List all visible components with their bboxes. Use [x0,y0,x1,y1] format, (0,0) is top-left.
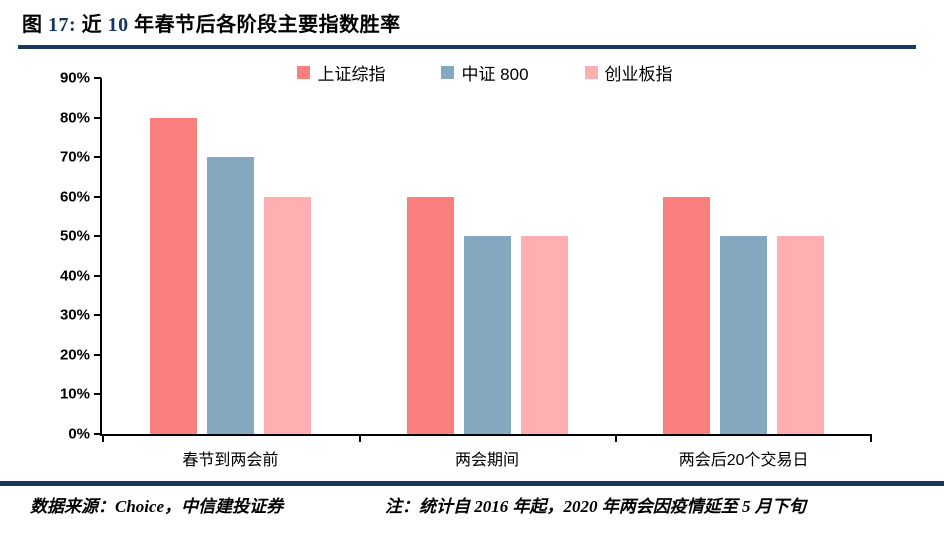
legend-label: 创业板指 [604,65,673,84]
bar-series2-cat1 [520,236,568,434]
y-axis-label: 70% [59,148,90,166]
legend-swatch-icon [441,66,455,79]
bar-series0-cat0 [149,117,197,434]
plot-area: 0% 10% 20% 30% 40% 50% 60% 70% 80% 90% 春节到两会前 两会期间 两… [60,70,872,469]
bar-series0-cat1 [406,196,454,434]
x-axis-tick [102,435,104,442]
y-axis-label: 20% [59,346,90,364]
bar-series0-cat2 [663,196,711,434]
y-axis-tick [94,274,101,277]
footnote-text: 注：统计自 2016 年起，2020 年两会因疫情延至 5 月下旬 [385,497,806,516]
y-axis-tick [94,77,101,79]
y-axis-tick [94,116,101,119]
title-text: 近 [76,14,108,36]
y-axis-label: 10% [59,385,90,403]
y-axis-label: 30% [59,306,90,324]
y-axis-label: 80% [59,109,90,127]
title-divider [18,45,916,49]
figure-title: 图 17: 近 10 年春节后各阶段主要指数胜率 [22,8,401,37]
y-axis-label: 90% [59,69,90,87]
figure-footer: 数据来源：Choice，中信建投证券 注：统计自 2016 年起，2020 年两… [0,492,944,522]
legend-swatch-icon [297,66,311,79]
x-axis-tick [615,435,618,442]
y-axis-tick [94,433,101,435]
legend-item-0: 上证综指 [297,60,385,85]
legend-item-1: 中证 800 [441,60,529,85]
y-axis-label: 40% [59,267,90,285]
x-axis-tick [358,435,361,442]
chart-legend: 上证综指 中证 800 创业板指 [100,60,870,85]
title-text: 图 [22,14,48,36]
bar-series1-cat1 [463,236,511,434]
y-axis-label: 0% [68,425,90,443]
y-axis-tick [94,393,101,396]
y-axis-label: 60% [59,188,90,206]
title-number: 17: [48,14,77,36]
y-axis-tick [94,353,101,356]
bar-series1-cat0 [206,157,254,434]
legend-label: 中证 800 [461,65,529,84]
x-axis-category-label: 春节到两会前 [182,452,279,469]
x-axis-category-label: 两会期间 [454,452,519,469]
footer-divider [0,481,944,486]
x-axis-tick [870,435,872,442]
bar-series2-cat2 [777,236,825,434]
x-axis-category-label: 两会后20个交易日 [678,452,809,469]
data-source-text: 数据来源：Choice，中信建投证券 [30,497,284,516]
legend-item-2: 创业板指 [584,60,673,85]
bar-series2-cat0 [263,196,311,434]
title-number: 10 [107,14,129,36]
y-axis-tick [94,314,101,317]
y-axis-label: 50% [59,227,90,245]
legend-swatch-icon [584,66,598,79]
legend-label: 上证综指 [317,65,386,84]
title-text: 年春节后各阶段主要指数胜率 [128,14,401,36]
y-axis-tick [94,156,101,159]
y-axis-tick [94,195,101,198]
y-axis-tick [94,235,101,238]
bar-series1-cat2 [720,236,768,434]
